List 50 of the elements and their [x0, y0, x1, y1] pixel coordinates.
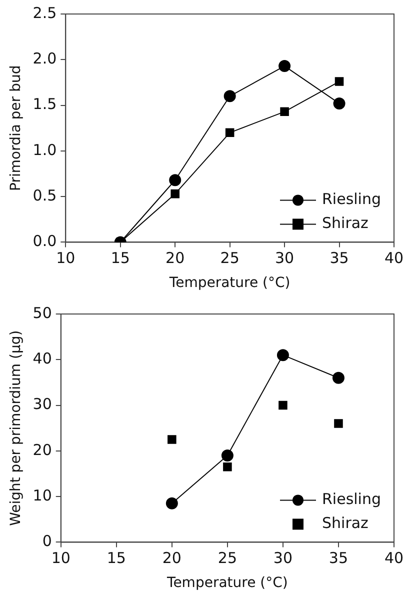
y-tick-label: 2.0 [32, 50, 57, 68]
point [278, 400, 288, 410]
point [224, 90, 236, 102]
x-tick-label: 30 [275, 249, 294, 268]
y-tick-label: 1.0 [32, 140, 57, 159]
y-tick-label: 1.5 [32, 95, 57, 114]
x-tick-label: 30 [273, 549, 293, 568]
x-axis-title: Temperature (°C) [168, 275, 290, 292]
y-tick-label: 40 [32, 350, 52, 368]
y-tick-label: 0.0 [32, 232, 57, 250]
point [334, 77, 344, 86]
point [334, 419, 343, 428]
point [276, 349, 289, 362]
x-tick-label: 40 [384, 249, 404, 268]
x-tick-label: 20 [162, 549, 182, 568]
y-tick-label: 0 [42, 532, 52, 550]
point [223, 462, 232, 472]
point [221, 449, 234, 462]
x-tick-label: 25 [218, 549, 237, 568]
point [169, 174, 182, 186]
point [278, 60, 291, 72]
point [332, 372, 344, 384]
legend-label: Riesling [322, 190, 381, 208]
point [166, 497, 178, 510]
legend-label: Shiraz [322, 214, 369, 232]
point [170, 189, 180, 198]
point [280, 107, 289, 116]
x-tick-label: 35 [330, 249, 349, 268]
point [333, 97, 346, 110]
x-tick-label: 40 [384, 549, 404, 568]
legend-label: Shiraz [322, 514, 369, 532]
x-tick-label: 15 [110, 249, 130, 268]
x-axis-title: Temperature (°C) [166, 575, 288, 592]
y-tick-label: 0.5 [32, 186, 57, 204]
x-tick-label: 15 [106, 549, 126, 568]
x-tick-label: 35 [328, 549, 348, 568]
legend-label: Riesling [322, 490, 381, 508]
y-tick-label: 20 [32, 440, 52, 459]
y-tick-label: 10 [32, 486, 52, 504]
y-tick-label: 30 [32, 395, 52, 414]
x-tick-label: 20 [166, 249, 185, 268]
point [225, 128, 234, 138]
x-tick-label: 25 [220, 249, 240, 268]
y-tick-label: 50 [32, 304, 52, 322]
y-axis-title: Weight per primordium (µg) [8, 330, 24, 526]
y-axis-title: Primordia per bud [8, 65, 24, 191]
x-tick-label: 10 [51, 549, 70, 568]
x-tick-label: 10 [56, 249, 76, 268]
point [168, 435, 176, 444]
y-tick-label: 2.5 [32, 4, 57, 22]
